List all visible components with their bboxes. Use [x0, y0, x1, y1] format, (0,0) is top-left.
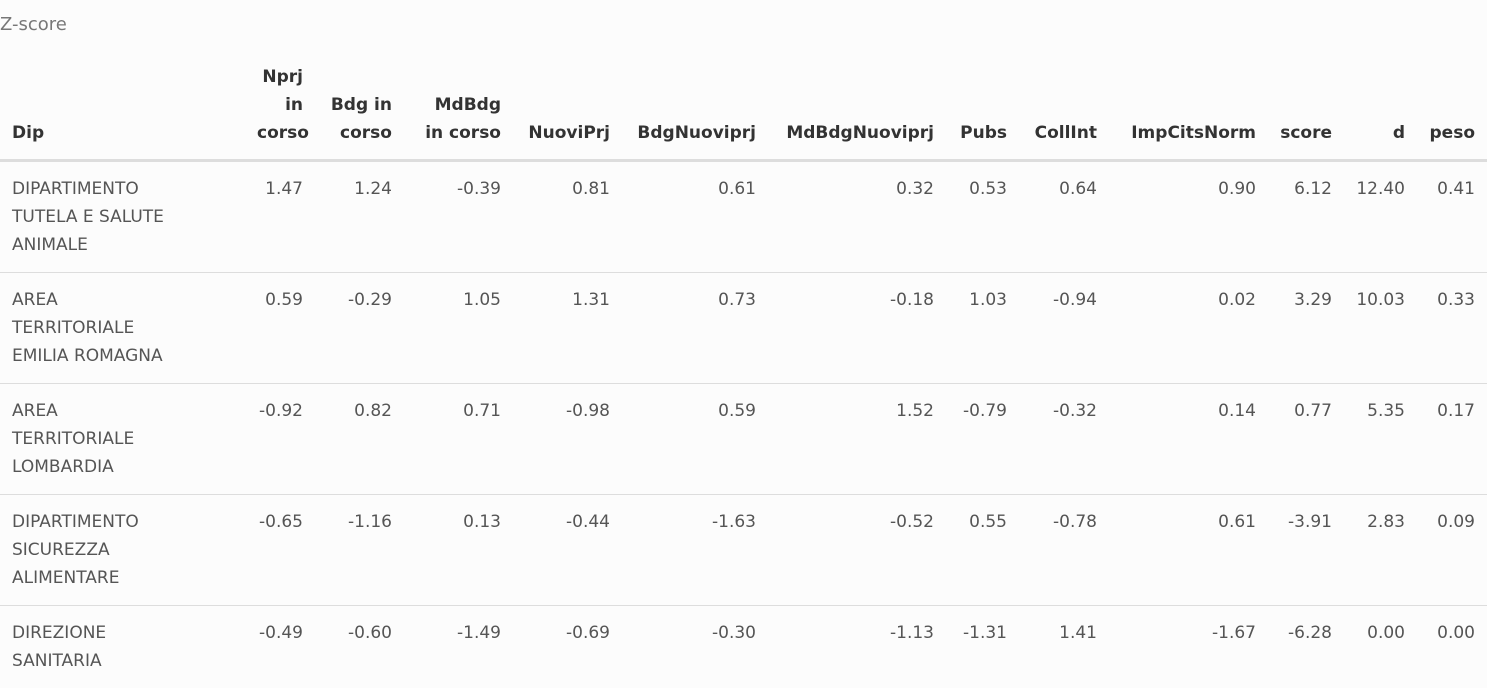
column-header-impcitsnorm[interactable]: ImpCitsNorm [1109, 63, 1268, 161]
header-label: Nprj in corso [257, 63, 303, 147]
table-cell: 0.53 [946, 161, 1019, 273]
column-header-bdg-in-corso[interactable]: Bdg in corso [315, 63, 404, 161]
table-cell: -0.98 [513, 384, 622, 495]
table-cell: 0.41 [1417, 161, 1487, 273]
table-cell: 0.00 [1417, 606, 1487, 688]
cell-dip: DIPARTIMENTO SICUREZZA ALIMENTARE [0, 495, 188, 606]
table-cell: 3.29 [1268, 273, 1344, 384]
table-cell: 0.32 [768, 161, 946, 273]
table-cell: 0.81 [513, 161, 622, 273]
table-cell: 0.55 [946, 495, 1019, 606]
table-cell: 0.13 [404, 495, 513, 606]
table-cell: 0.14 [1109, 384, 1268, 495]
table-cell: 0.00 [1344, 606, 1417, 688]
table-cell: -0.79 [946, 384, 1019, 495]
column-header-mdbdgnuoviprj[interactable]: MdBdgNuoviprj [768, 63, 946, 161]
table-cell: -0.49 [188, 606, 315, 688]
table-cell: 1.24 [315, 161, 404, 273]
header-label: Bdg in corso [328, 91, 392, 147]
cell-dip: DIPARTIMENTO TUTELA E SALUTE ANIMALE [0, 161, 188, 273]
table-cell: -3.91 [1268, 495, 1344, 606]
cell-dip: DIREZIONE SANITARIA [0, 606, 188, 688]
table-cell: 0.33 [1417, 273, 1487, 384]
table-cell: 0.61 [622, 161, 768, 273]
column-header-dip[interactable]: Dip [0, 63, 188, 161]
table-cell: 0.71 [404, 384, 513, 495]
column-header-peso[interactable]: peso [1417, 63, 1487, 161]
column-header-nprj-in-corso[interactable]: Nprj in corso [188, 63, 315, 161]
table-cell: 0.61 [1109, 495, 1268, 606]
table-cell: 0.59 [622, 384, 768, 495]
table-cell: -1.63 [622, 495, 768, 606]
table-cell: -0.94 [1019, 273, 1109, 384]
cell-dip: AREA TERRITORIALE EMILIA ROMAGNA [0, 273, 188, 384]
table-cell: 0.82 [315, 384, 404, 495]
zscore-table: Dip Nprj in corso Bdg in corso MdBdg in … [0, 63, 1487, 688]
table-cell: -0.29 [315, 273, 404, 384]
table-cell: -1.67 [1109, 606, 1268, 688]
column-header-score[interactable]: score [1268, 63, 1344, 161]
table-cell: -0.52 [768, 495, 946, 606]
table-cell: -0.30 [622, 606, 768, 688]
table-cell: 1.05 [404, 273, 513, 384]
table-cell: 0.73 [622, 273, 768, 384]
table-cell: 2.83 [1344, 495, 1417, 606]
column-header-pubs[interactable]: Pubs [946, 63, 1019, 161]
table-cell: -1.49 [404, 606, 513, 688]
table-row: DIPARTIMENTO SICUREZZA ALIMENTARE-0.65-1… [0, 495, 1487, 606]
table-cell: 0.17 [1417, 384, 1487, 495]
table-cell: -0.32 [1019, 384, 1109, 495]
table-cell: -6.28 [1268, 606, 1344, 688]
table-cell: 5.35 [1344, 384, 1417, 495]
table-cell: 1.41 [1019, 606, 1109, 688]
table-cell: -1.16 [315, 495, 404, 606]
table-cell: 0.90 [1109, 161, 1268, 273]
column-header-mdbdg-in-corso[interactable]: MdBdg in corso [404, 63, 513, 161]
header-label: MdBdg in corso [421, 91, 501, 147]
table-cell: 0.59 [188, 273, 315, 384]
table-cell: 0.09 [1417, 495, 1487, 606]
table-cell: 12.40 [1344, 161, 1417, 273]
cell-dip: AREA TERRITORIALE LOMBARDIA [0, 384, 188, 495]
table-cell: -0.44 [513, 495, 622, 606]
table-cell: 10.03 [1344, 273, 1417, 384]
table-cell: 1.52 [768, 384, 946, 495]
table-cell: 1.03 [946, 273, 1019, 384]
table-cell: -0.39 [404, 161, 513, 273]
table-cell: -0.69 [513, 606, 622, 688]
table-cell: 0.02 [1109, 273, 1268, 384]
table-cell: 0.77 [1268, 384, 1344, 495]
column-header-nuoviprj[interactable]: NuoviPrj [513, 63, 622, 161]
table-cell: -0.18 [768, 273, 946, 384]
table-row: DIREZIONE SANITARIA-0.49-0.60-1.49-0.69-… [0, 606, 1487, 688]
table-cell: -0.60 [315, 606, 404, 688]
column-header-collint[interactable]: CollInt [1019, 63, 1109, 161]
table-cell: -0.78 [1019, 495, 1109, 606]
table-cell: -1.31 [946, 606, 1019, 688]
table-cell: -1.13 [768, 606, 946, 688]
table-cell: -0.92 [188, 384, 315, 495]
column-header-d[interactable]: d [1344, 63, 1417, 161]
table-caption: Z-score [0, 14, 67, 35]
table-cell: 1.31 [513, 273, 622, 384]
table-cell: 0.64 [1019, 161, 1109, 273]
table-cell: -0.65 [188, 495, 315, 606]
table-cell: 1.47 [188, 161, 315, 273]
header-row: Dip Nprj in corso Bdg in corso MdBdg in … [0, 63, 1487, 161]
column-header-bdgnuoviprj[interactable]: BdgNuoviprj [622, 63, 768, 161]
table-cell: 6.12 [1268, 161, 1344, 273]
